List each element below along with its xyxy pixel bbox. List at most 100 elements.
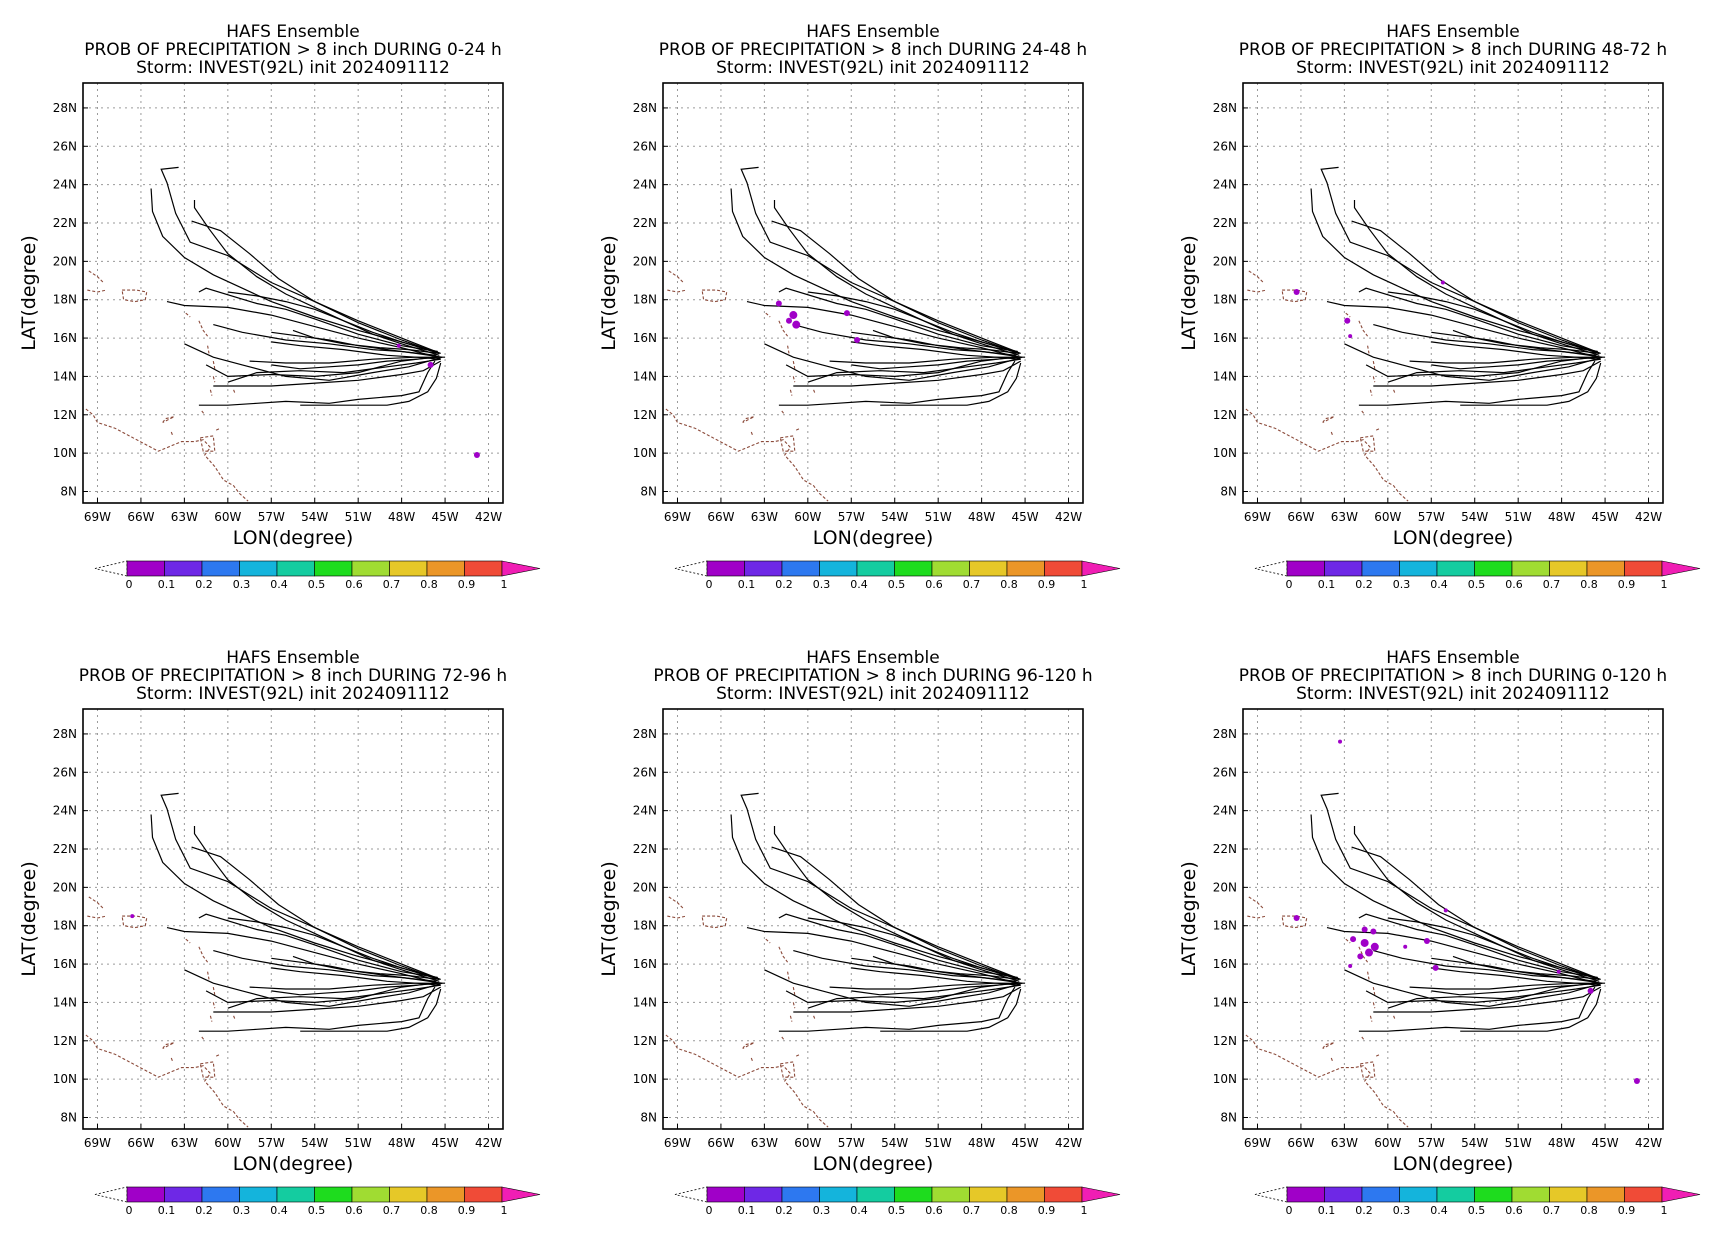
y-tick-label: 28N xyxy=(53,727,77,741)
colorbar-segment xyxy=(1044,1186,1083,1203)
y-tick-label: 20N xyxy=(53,254,77,268)
x-tick-label: 51W xyxy=(345,1136,372,1150)
colorbar-under-arrow xyxy=(94,560,128,577)
ensemble-track xyxy=(1373,986,1601,1013)
ensemble-track xyxy=(880,362,1022,406)
y-tick-label: 22N xyxy=(633,842,657,856)
panel-title: HAFS Ensemble xyxy=(806,22,939,42)
colorbar: 0 0.1 0.2 0.3 0.4 0.5 0.6 0.7 0.8 0.9 1 xyxy=(674,1186,1121,1217)
coastline xyxy=(207,345,210,354)
coastline xyxy=(88,896,104,909)
coastline xyxy=(1248,896,1264,909)
x-tick-label: 45W xyxy=(1591,1136,1618,1150)
probability-blob xyxy=(1344,317,1351,324)
colorbar-tick-label: 1 xyxy=(501,578,508,591)
colorbar-segment xyxy=(1006,560,1045,577)
panel-subtitle-period: PROB OF PRECIPITATION > 8 inch DURING 0-… xyxy=(84,40,502,60)
coastline xyxy=(87,289,107,293)
panel-subtitle-storm: Storm: INVEST(92L) init 2024091112 xyxy=(136,684,450,704)
coastline xyxy=(85,1034,249,1128)
probability-blob xyxy=(1357,953,1364,960)
ensemble-track xyxy=(880,988,1022,1032)
colorbar-under-arrow xyxy=(1254,560,1288,577)
colorbar-tick-label: 0.4 xyxy=(1430,578,1448,591)
coastline xyxy=(212,360,216,369)
colorbar-segment xyxy=(931,560,970,577)
colorbar-segment xyxy=(164,1186,203,1203)
colorbar-segment xyxy=(1511,560,1550,577)
colorbar-segment xyxy=(1399,1186,1438,1203)
colorbar-tick-label: 0.9 xyxy=(458,578,476,591)
probability-blob xyxy=(775,300,782,307)
colorbar-tick-label: 0.6 xyxy=(345,578,363,591)
ensemble-track xyxy=(807,917,1020,982)
colorbar-over-arrow xyxy=(501,1186,541,1203)
ensemble-track xyxy=(793,950,1017,982)
coastline xyxy=(1358,320,1369,337)
x-tick-label: 66W xyxy=(127,1136,154,1150)
coastline xyxy=(778,320,789,337)
probability-blob xyxy=(1348,334,1353,339)
probability-blob xyxy=(1423,938,1430,945)
x-axis-label: LON(degree) xyxy=(1393,527,1514,549)
ensemble-track xyxy=(1351,220,1600,354)
colorbar-tick-label: 0.5 xyxy=(1468,1204,1486,1217)
x-tick-label: 42W xyxy=(475,510,502,524)
coastline xyxy=(198,320,209,337)
y-tick-label: 28N xyxy=(1213,727,1237,741)
coastline xyxy=(1372,376,1376,383)
y-tick-label: 26N xyxy=(53,139,77,153)
y-tick-label: 8N xyxy=(60,484,77,498)
coastline xyxy=(233,389,236,394)
y-tick-label: 10N xyxy=(633,1072,657,1086)
coastline xyxy=(792,376,796,383)
map-area xyxy=(665,166,1026,502)
ensemble-track xyxy=(205,356,434,378)
coastline xyxy=(1393,389,1396,394)
ensemble-track xyxy=(1365,982,1594,1004)
ensemble-track xyxy=(1387,358,1601,383)
x-tick-label: 69W xyxy=(1244,1136,1271,1150)
y-tick-label: 12N xyxy=(1213,408,1237,422)
y-tick-label: 26N xyxy=(53,765,77,779)
probability-blob xyxy=(1370,928,1377,935)
x-tick-label: 48W xyxy=(1548,1136,1575,1150)
ensemble-track xyxy=(773,200,1020,354)
colorbar-tick-label: 0 xyxy=(1286,1204,1293,1217)
colorbar-segment xyxy=(931,1186,970,1203)
ensemble-track xyxy=(193,826,440,980)
coastline xyxy=(781,410,786,416)
colorbar-tick-label: 0.3 xyxy=(813,578,831,591)
coastline xyxy=(198,946,209,963)
x-tick-label: 69W xyxy=(664,510,691,524)
colorbar-segment xyxy=(389,560,428,577)
coastline xyxy=(742,1042,755,1049)
colorbar-tick-label: 0.4 xyxy=(270,1204,288,1217)
coastline xyxy=(233,1015,236,1020)
ensemble-track xyxy=(1353,200,1600,354)
y-tick-label: 12N xyxy=(1213,1034,1237,1048)
x-tick-label: 69W xyxy=(84,1136,111,1150)
colorbar-tick-label: 0.9 xyxy=(458,1204,476,1217)
colorbar-segment xyxy=(781,560,820,577)
probability-blob xyxy=(1338,739,1343,744)
ensemble-track xyxy=(1373,950,1597,982)
colorbar-segment xyxy=(819,560,858,577)
plot-frame xyxy=(82,82,504,504)
ensemble-track xyxy=(764,969,1023,1007)
ensemble-track xyxy=(205,982,434,1004)
ensemble-track xyxy=(1358,913,1598,979)
ensemble-track xyxy=(166,927,438,984)
panel-title: HAFS Ensemble xyxy=(226,648,359,668)
x-tick-label: 60W xyxy=(214,1136,241,1150)
probability-blob xyxy=(396,343,401,348)
probability-blob xyxy=(1556,969,1561,974)
colorbar-tick-label: 0.1 xyxy=(158,578,176,591)
y-tick-label: 8N xyxy=(640,484,657,498)
y-tick-label: 16N xyxy=(1213,331,1237,345)
coastline xyxy=(162,416,175,423)
coastline xyxy=(750,431,754,437)
y-tick-label: 24N xyxy=(53,178,77,192)
probability-blob xyxy=(1633,1078,1640,1085)
colorbar-tick-label: 0.1 xyxy=(158,1204,176,1217)
